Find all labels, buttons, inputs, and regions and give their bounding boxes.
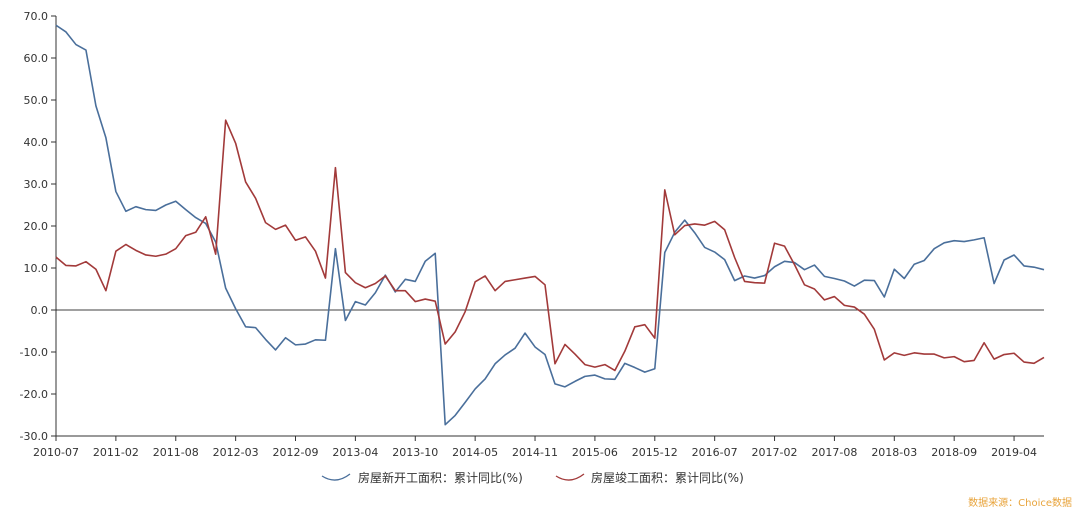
legend-label-new-construction: 房屋新开工面积：累计同比(%) (358, 470, 523, 485)
y-tick-label: 10.0 (24, 262, 49, 275)
y-tick-label: 0.0 (31, 304, 49, 317)
x-tick-label: 2017-02 (752, 446, 798, 459)
x-tick-label: 2015-06 (572, 446, 618, 459)
x-tick-label: 2011-02 (93, 446, 139, 459)
y-tick-label: 50.0 (24, 94, 49, 107)
series-lines (55, 24, 1045, 426)
x-axis: 2010-07 2011-02 2011-08 2012-03 2012-09 2013-… (33, 435, 1044, 459)
x-tick-label: 2018-03 (871, 446, 917, 459)
series-line-new-construction (55, 24, 1045, 426)
x-tick-label: 2013-04 (332, 446, 378, 459)
x-tick-label: 2014-05 (452, 446, 498, 459)
x-tick-label: 2018-09 (931, 446, 977, 459)
series-line-completed (55, 119, 1045, 372)
x-tick-label: 2011-08 (153, 446, 199, 459)
legend-swatch-new-construction (321, 473, 351, 481)
x-tick-label: 2012-09 (273, 446, 319, 459)
y-tick-label: -30.0 (20, 430, 48, 443)
y-tick-label: 70.0 (24, 10, 49, 23)
y-tick-label: 20.0 (24, 220, 49, 233)
y-tick-label: 30.0 (24, 178, 49, 191)
x-tick-label: 2019-04 (991, 446, 1037, 459)
legend-label-completed: 房屋竣工面积：累计同比(%) (591, 470, 744, 485)
x-tick-label: 2013-10 (392, 446, 438, 459)
x-tick-label: 2017-08 (811, 446, 857, 459)
x-tick-label: 2015-12 (632, 446, 678, 459)
x-tick-label: 2012-03 (213, 446, 259, 459)
data-source-annotation: 数据来源：Choice数据 (968, 496, 1072, 509)
x-tick-label: 2010-07 (33, 446, 79, 459)
y-tick-label: 60.0 (24, 52, 49, 65)
x-tick-label: 2016-07 (692, 446, 738, 459)
y-tick-label: 40.0 (24, 136, 49, 149)
legend-swatch-completed (555, 473, 585, 481)
legend[interactable]: 房屋新开工面积：累计同比(%) 房屋竣工面积：累计同比(%) (321, 470, 744, 485)
x-tick-label: 2014-11 (512, 446, 558, 459)
y-tick-label: -20.0 (20, 388, 48, 401)
y-axis: 70.0 60.0 50.0 40.0 30.0 20.0 10.0 0.0 -10.0 -20.… (20, 10, 57, 443)
y-tick-label: -10.0 (20, 346, 48, 359)
